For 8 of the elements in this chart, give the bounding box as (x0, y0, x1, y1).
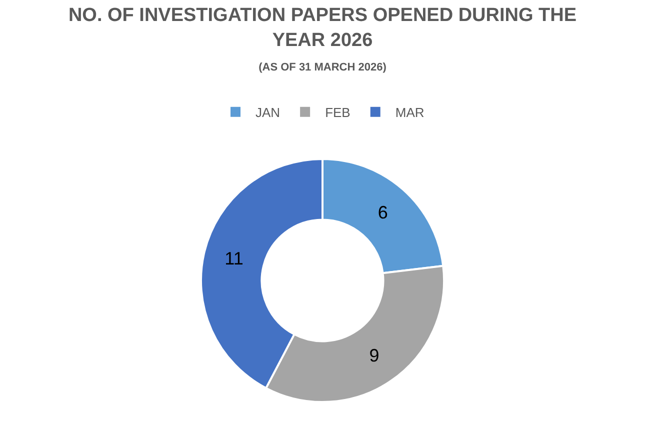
data-label: 6 (378, 202, 388, 222)
legend-label: FEB (325, 104, 350, 120)
legend-label: MAR (395, 104, 424, 120)
legend-label: JAN (256, 104, 280, 120)
chart-subtitle: (AS OF 31 MARCH 2026) (258, 62, 387, 74)
data-label: 11 (224, 248, 244, 269)
data-label: 9 (369, 345, 380, 366)
chart-title: NO. OF INVESTIGATION PAPERS OPENED DURING THE YEAR 2026 (68, 5, 577, 51)
